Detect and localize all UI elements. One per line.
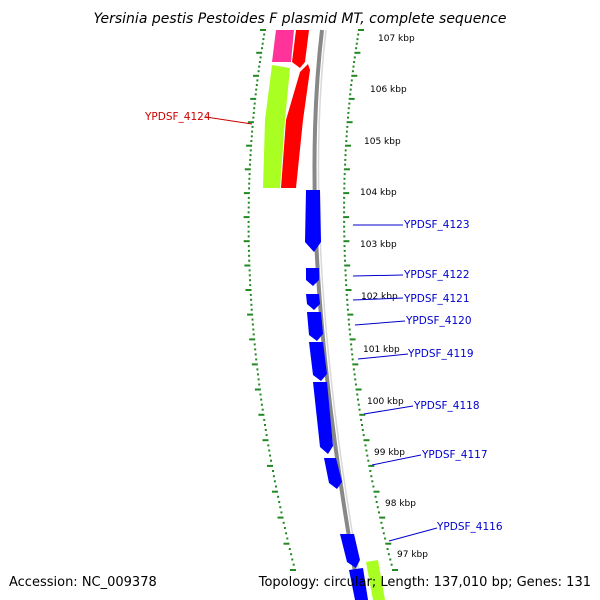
gene-red-2[interactable] xyxy=(281,64,310,188)
gene-label-ypdsf-4123[interactable]: YPDSF_4123 xyxy=(403,219,470,231)
topology-summary: Topology: circular; Length: 137,010 bp; … xyxy=(258,575,591,590)
tick-label-97: 97 kbp xyxy=(397,550,428,560)
gene-ypdsf-4119[interactable] xyxy=(309,342,327,381)
gene-ypdsf-4122[interactable] xyxy=(306,268,319,286)
gene-red-1[interactable] xyxy=(292,30,309,68)
tick-label-103: 103 kbp xyxy=(360,240,397,250)
gene-green-ypdsf-4124[interactable] xyxy=(263,65,290,188)
tick-label-101: 101 kbp xyxy=(363,345,400,355)
tick-label-105: 105 kbp xyxy=(364,137,401,147)
gene-label-ypdsf-4119[interactable]: YPDSF_4119 xyxy=(407,348,474,360)
reverse-gene-track xyxy=(305,190,368,600)
gene-label-ypdsf-4117[interactable]: YPDSF_4117 xyxy=(421,449,488,461)
gene-ypdsf-4123[interactable] xyxy=(305,190,321,252)
tick-labels: 107 kbp 106 kbp 105 kbp 104 kbp 103 kbp … xyxy=(360,34,428,560)
gene-ypdsf-4117[interactable] xyxy=(324,458,342,489)
tick-label-107: 107 kbp xyxy=(378,34,415,44)
tick-label-102: 102 kbp xyxy=(361,292,398,302)
gene-label-ypdsf-4124[interactable]: YPDSF_4124 xyxy=(144,111,211,123)
gene-ypdsf-4121[interactable] xyxy=(306,294,320,310)
outer-tick-ruler xyxy=(343,29,398,571)
gene-ypdsf-4120[interactable] xyxy=(307,312,323,341)
gene-labels: YPDSF_4124 YPDSF_4123 YPDSF_4122 YPDSF_4… xyxy=(144,111,503,542)
gene-pink[interactable] xyxy=(272,30,294,62)
inner-tick-ruler xyxy=(243,29,296,571)
tick-label-106: 106 kbp xyxy=(370,85,407,95)
gene-green-bottom[interactable] xyxy=(366,560,385,600)
tick-label-98: 98 kbp xyxy=(385,499,416,509)
gene-label-ypdsf-4118[interactable]: YPDSF_4118 xyxy=(413,400,480,412)
gene-ypdsf-4116[interactable] xyxy=(340,534,360,568)
tick-label-104: 104 kbp xyxy=(360,188,397,198)
map-title: Yersinia pestis Pestoides F plasmid MT, … xyxy=(93,11,506,27)
gene-label-ypdsf-4121[interactable]: YPDSF_4121 xyxy=(403,293,470,305)
gene-label-ypdsf-4116[interactable]: YPDSF_4116 xyxy=(436,521,503,533)
backbone-ring xyxy=(312,29,362,600)
tick-label-100: 100 kbp xyxy=(367,397,404,407)
gene-label-ypdsf-4120[interactable]: YPDSF_4120 xyxy=(405,315,472,327)
gene-ypdsf-4118[interactable] xyxy=(313,382,333,454)
gene-blue-bottom[interactable] xyxy=(349,568,368,600)
accession-text: Accession: NC_009378 xyxy=(9,575,157,590)
tick-label-99: 99 kbp xyxy=(374,448,405,458)
gene-label-ypdsf-4122[interactable]: YPDSF_4122 xyxy=(403,269,470,281)
forward-gene-track xyxy=(263,30,385,600)
